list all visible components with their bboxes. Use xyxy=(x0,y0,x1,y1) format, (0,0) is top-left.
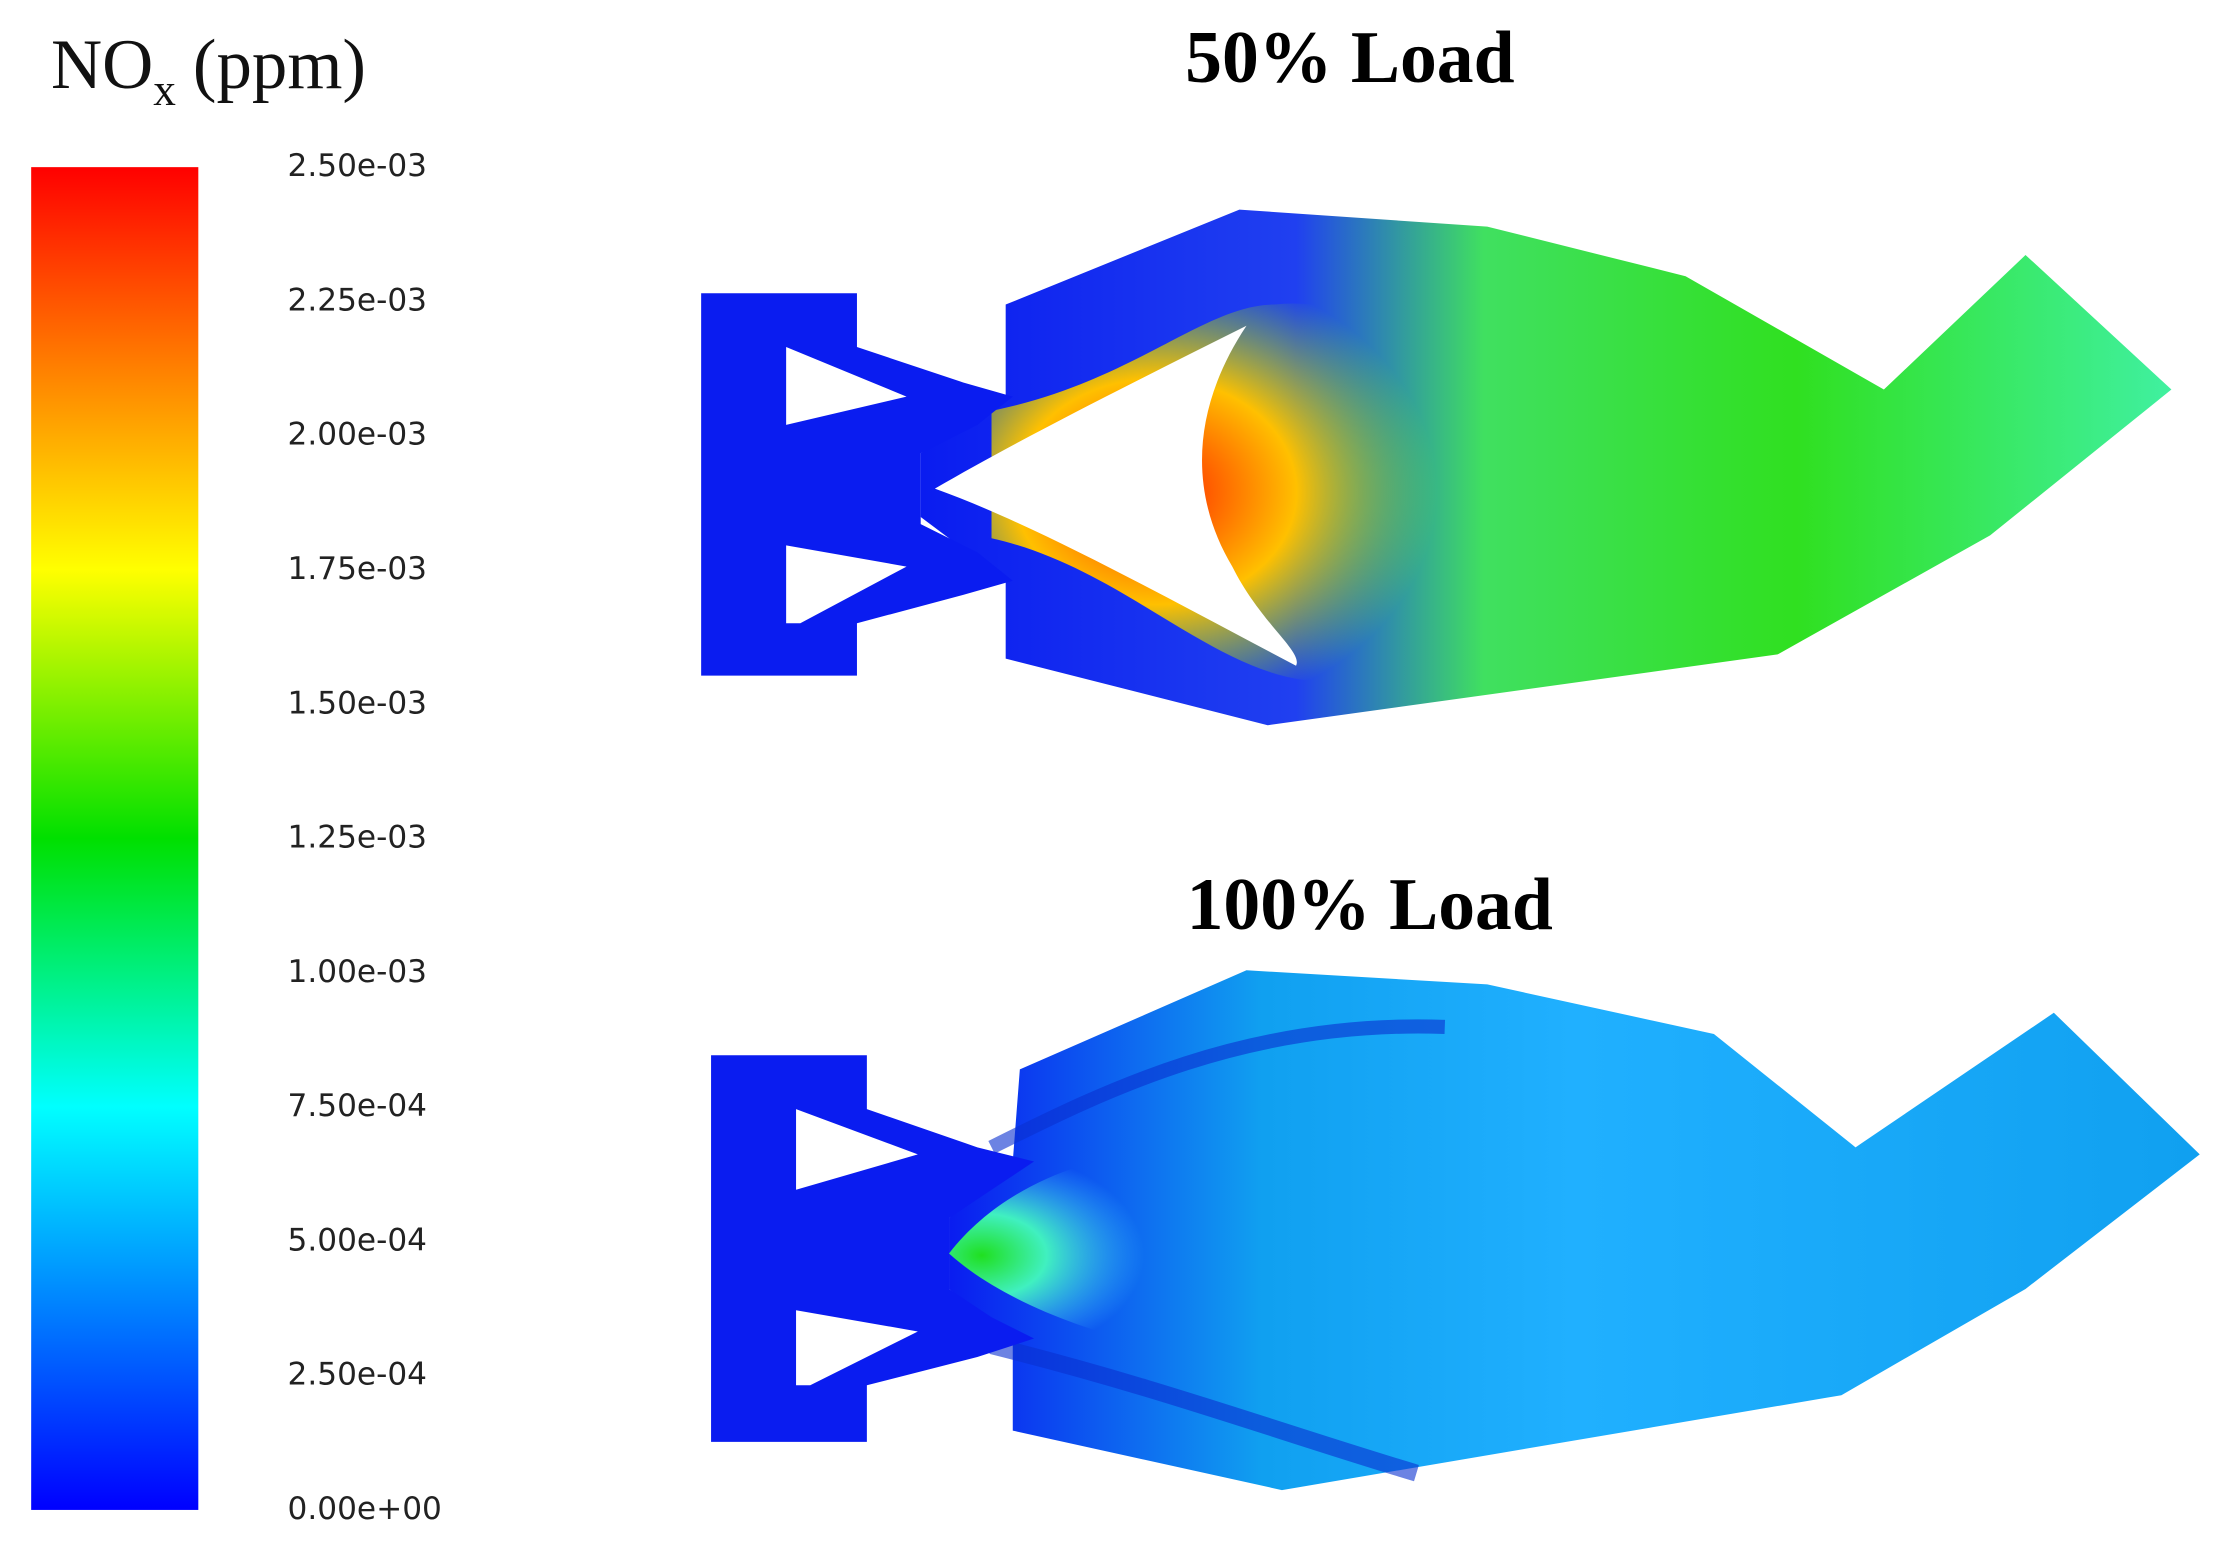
colorbar-tick-label: 2.25e-03 xyxy=(288,282,427,318)
panel-title: 50% Load xyxy=(1185,16,1514,98)
contour-100-load xyxy=(711,970,2200,1491)
legend-title: NOx (ppm) xyxy=(51,26,366,115)
colorbar-tick-label: 7.50e-04 xyxy=(288,1088,427,1124)
colorbar xyxy=(31,167,199,1510)
colorbar-tick-label: 1.25e-03 xyxy=(288,820,427,856)
panel-title: 100% Load xyxy=(1187,863,1553,945)
colorbar-tick-label: 0.00e+00 xyxy=(288,1491,442,1527)
colorbar-tick-label: 2.00e-03 xyxy=(288,417,427,453)
colorbar-tick-label: 5.00e-04 xyxy=(288,1222,427,1258)
colorbar-tick-label: 2.50e-03 xyxy=(288,148,427,184)
colorbar-tick-label: 2.50e-04 xyxy=(288,1357,427,1393)
colorbar-tick-label: 1.75e-03 xyxy=(288,551,427,587)
colorbar-tick-label: 1.50e-03 xyxy=(288,685,427,721)
contour-50-load xyxy=(701,209,2172,726)
colorbar-tick-label: 1.00e-03 xyxy=(288,954,427,990)
